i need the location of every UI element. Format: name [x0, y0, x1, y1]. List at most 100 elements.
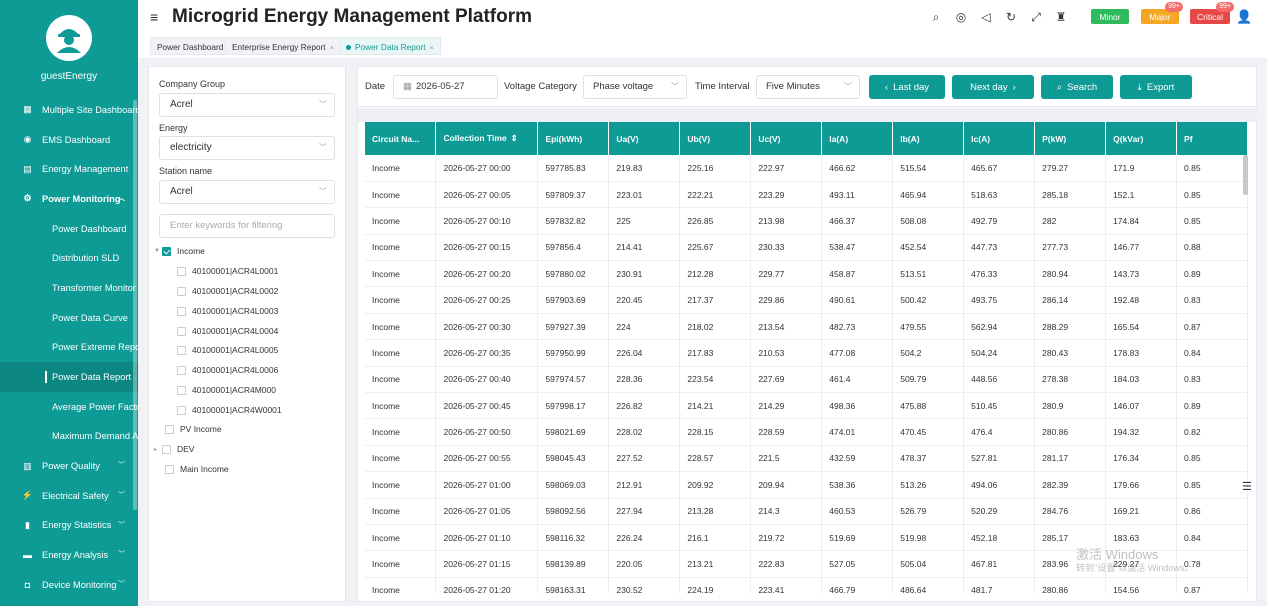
sidebar-item-device-monitoring[interactable]: ◘ Device Monitoring ﹀: [0, 570, 138, 600]
tree-node-pv-income[interactable]: PV Income: [165, 422, 222, 436]
checkbox[interactable]: [162, 246, 171, 256]
export-button[interactable]: ⤓ Export: [1120, 75, 1192, 99]
sidebar-item-power-quality[interactable]: ▥ Power Quality ﹀: [23, 460, 125, 472]
user-icon[interactable]: 👤: [1236, 9, 1253, 24]
sidebar-item-electrical-safety[interactable]: ⚡ Electrical Safety ﹀: [21, 490, 125, 501]
checkbox[interactable]: [177, 266, 186, 276]
search-button[interactable]: ⌕ Search: [1041, 75, 1113, 99]
checkbox[interactable]: [177, 345, 186, 355]
checkbox[interactable]: [165, 464, 174, 474]
theme-icon[interactable]: ♜: [1055, 10, 1067, 24]
time-interval-select[interactable]: Five Minutes ﹀: [756, 75, 860, 99]
checkbox[interactable]: [177, 306, 186, 316]
company-group-select[interactable]: Acrel ﹀: [159, 93, 335, 117]
caret-down-icon[interactable]: ▼: [154, 248, 160, 254]
close-icon[interactable]: ×: [329, 45, 334, 52]
checkbox[interactable]: [177, 405, 186, 415]
tree-node-income[interactable]: ▼ Income: [154, 246, 205, 256]
voltage-category-select[interactable]: Phase voltage ﹀: [583, 75, 687, 99]
table-row[interactable]: Income 2026-05-27 00:50 598021.69 228.02 228…: [365, 418, 1248, 446]
last-day-button[interactable]: ‹ Last day: [869, 75, 945, 99]
sidebar-item-maximum-demand-analysis[interactable]: Maximum Demand Analysis: [52, 431, 138, 442]
chevron-down-icon: ﹀: [118, 491, 125, 499]
tree-node-circuit[interactable]: 40100001|ACR4L0004: [177, 324, 278, 338]
refresh-icon[interactable]: ↻: [1005, 10, 1017, 24]
table-cell: 178.83: [1105, 339, 1178, 367]
station-select[interactable]: Acrel ﹀: [159, 180, 335, 204]
checkbox[interactable]: [165, 424, 174, 434]
energy-select[interactable]: electricity ﹀: [159, 136, 335, 160]
sound-icon[interactable]: ◁: [981, 10, 991, 24]
alarm-minor-badge[interactable]: Minor: [1091, 9, 1129, 24]
tree-node-circuit[interactable]: 40100001|ACR4L0006: [177, 363, 278, 377]
checkbox[interactable]: [162, 444, 171, 454]
sidebar-item-power-data-report[interactable]: Power Data Report: [0, 362, 138, 392]
close-icon[interactable]: ×: [429, 45, 434, 52]
avatar[interactable]: [46, 15, 92, 61]
sidebar-item-energy-statistics[interactable]: ▮ Energy Statistics ﹀: [0, 511, 138, 541]
tree-node-main-income[interactable]: Main Income: [165, 462, 229, 476]
table-row[interactable]: Income 2026-05-27 00:15 597856.4 214.41 225.…: [365, 234, 1248, 262]
table-cell: 452.18: [963, 524, 1036, 552]
checkbox[interactable]: [177, 385, 186, 395]
fullscreen-icon[interactable]: ⤢: [1031, 9, 1041, 24]
checkbox[interactable]: [177, 326, 186, 336]
help-icon[interactable]: ◎: [955, 10, 967, 24]
sidebar-item-power-extreme-report[interactable]: Power Extreme Report: [52, 342, 138, 353]
table-row[interactable]: Income 2026-05-27 01:00 598069.03 212.91 209…: [365, 471, 1248, 499]
sidebar-item-ems-dashboard[interactable]: ◉ EMS Dashboard: [23, 134, 111, 145]
tab-power-dashboard[interactable]: Power Dashboard: [150, 37, 231, 55]
menu-toggle-icon[interactable]: ≡: [150, 9, 159, 25]
table-cell: 281.17: [1034, 445, 1107, 473]
table-scrollbar[interactable]: [1243, 155, 1248, 195]
table-row[interactable]: Income 2026-05-27 00:35 597950.99 226.04 217…: [365, 339, 1248, 367]
tree-node-dev[interactable]: ▸ DEV: [154, 444, 195, 454]
checkbox[interactable]: [177, 286, 186, 296]
table-row[interactable]: Income 2026-05-27 00:05 597809.37 223.01 222…: [365, 181, 1248, 209]
activation-watermark: 激活 Windows: [1076, 547, 1159, 562]
sidebar-item-average-power-factor[interactable]: Average Power Factor: [52, 401, 138, 412]
table-row[interactable]: Income 2026-05-27 00:45 597998.17 226.82 214…: [365, 392, 1248, 420]
sidebar-item-energy-management[interactable]: ▤ Energy Management: [23, 163, 129, 175]
table-cell: 213.54: [750, 313, 823, 341]
table-row[interactable]: Income 2026-05-27 00:25 597903.69 220.45 217…: [365, 286, 1248, 314]
tree-node-circuit[interactable]: 40100001|ACR4L0002: [177, 284, 278, 298]
sort-icon[interactable]: ⇕: [510, 133, 518, 143]
table-row[interactable]: Income 2026-05-27 00:55 598045.43 227.52 228…: [365, 445, 1248, 473]
tree-node-circuit[interactable]: 40100001|ACR4M000: [177, 383, 276, 397]
tree-node-circuit[interactable]: 40100001|ACR4W0001: [177, 403, 282, 417]
voltage-category-label: Voltage Category: [504, 81, 577, 92]
sidebar-item-multiple-site-dashboard[interactable]: ▦ Multiple Site Dashboard: [23, 104, 138, 115]
tree-filter-input[interactable]: Enter keywords for filtering: [159, 214, 335, 238]
sidebar-item-energy-analysis[interactable]: ▬ Energy Analysis ﹀: [23, 550, 125, 561]
sidebar-item-power-monitoring[interactable]: ⚙ Power Monitoring ︿: [23, 193, 125, 204]
search-icon[interactable]: ⌕: [932, 9, 940, 24]
sidebar-item-power-data-curve[interactable]: Power Data Curve: [52, 312, 128, 323]
next-day-button[interactable]: Next day ›: [952, 75, 1034, 99]
table-row[interactable]: Income 2026-05-27 01:05 598092.56 227.94 213…: [365, 498, 1248, 525]
caret-right-icon[interactable]: ▸: [154, 446, 158, 453]
sidebar-item-power-dashboard[interactable]: Power Dashboard: [52, 223, 127, 234]
date-picker[interactable]: ▦ 2026-05-27: [393, 75, 498, 99]
table-row[interactable]: Income 2026-05-27 00:00 597785.83 219.83 225…: [365, 155, 1248, 182]
tree-node-circuit[interactable]: 40100001|ACR4L0005: [177, 343, 278, 357]
sidebar-item-transformer-monitor[interactable]: Transformer Monitor: [52, 282, 136, 293]
tree-node-circuit[interactable]: 40100001|ACR4L0001: [177, 264, 278, 278]
table-row[interactable]: Income 2026-05-27 01:20 598163.31 230.52 224…: [365, 577, 1248, 593]
sidebar-item-distribution-sld[interactable]: Distribution SLD: [52, 253, 120, 264]
sidebar-scrollbar[interactable]: [133, 100, 137, 510]
alarm-major-badge[interactable]: Major 99+: [1141, 2, 1183, 24]
column-header[interactable]: Collection Time ⇕: [435, 122, 539, 155]
table-row[interactable]: Income 2026-05-27 00:20 597880.02 230.91 212…: [365, 260, 1248, 288]
table-row[interactable]: Income 2026-05-27 00:10 597832.82 225 226.85…: [365, 207, 1248, 235]
table-row[interactable]: Income 2026-05-27 01:15 598139.89 220.05 213…: [365, 550, 1248, 578]
table-row[interactable]: Income 2026-05-27 00:40 597974.57 228.36 223…: [365, 366, 1248, 394]
tab-enterprise-energy-report[interactable]: Enterprise Energy Report ×: [225, 37, 341, 55]
checkbox[interactable]: [177, 365, 186, 375]
tab-power-data-report[interactable]: Power Data Report ×: [339, 37, 441, 55]
table-row[interactable]: Income 2026-05-27 00:30 597927.39 224 218.02…: [365, 313, 1248, 341]
column-settings-icon[interactable]: ☰: [1242, 481, 1252, 493]
table-row[interactable]: Income 2026-05-27 01:10 598116.32 226.24 216…: [365, 524, 1248, 552]
alarm-critical-badge[interactable]: Critical 99+: [1190, 2, 1234, 24]
tree-node-circuit[interactable]: 40100001|ACR4L0003: [177, 304, 278, 318]
